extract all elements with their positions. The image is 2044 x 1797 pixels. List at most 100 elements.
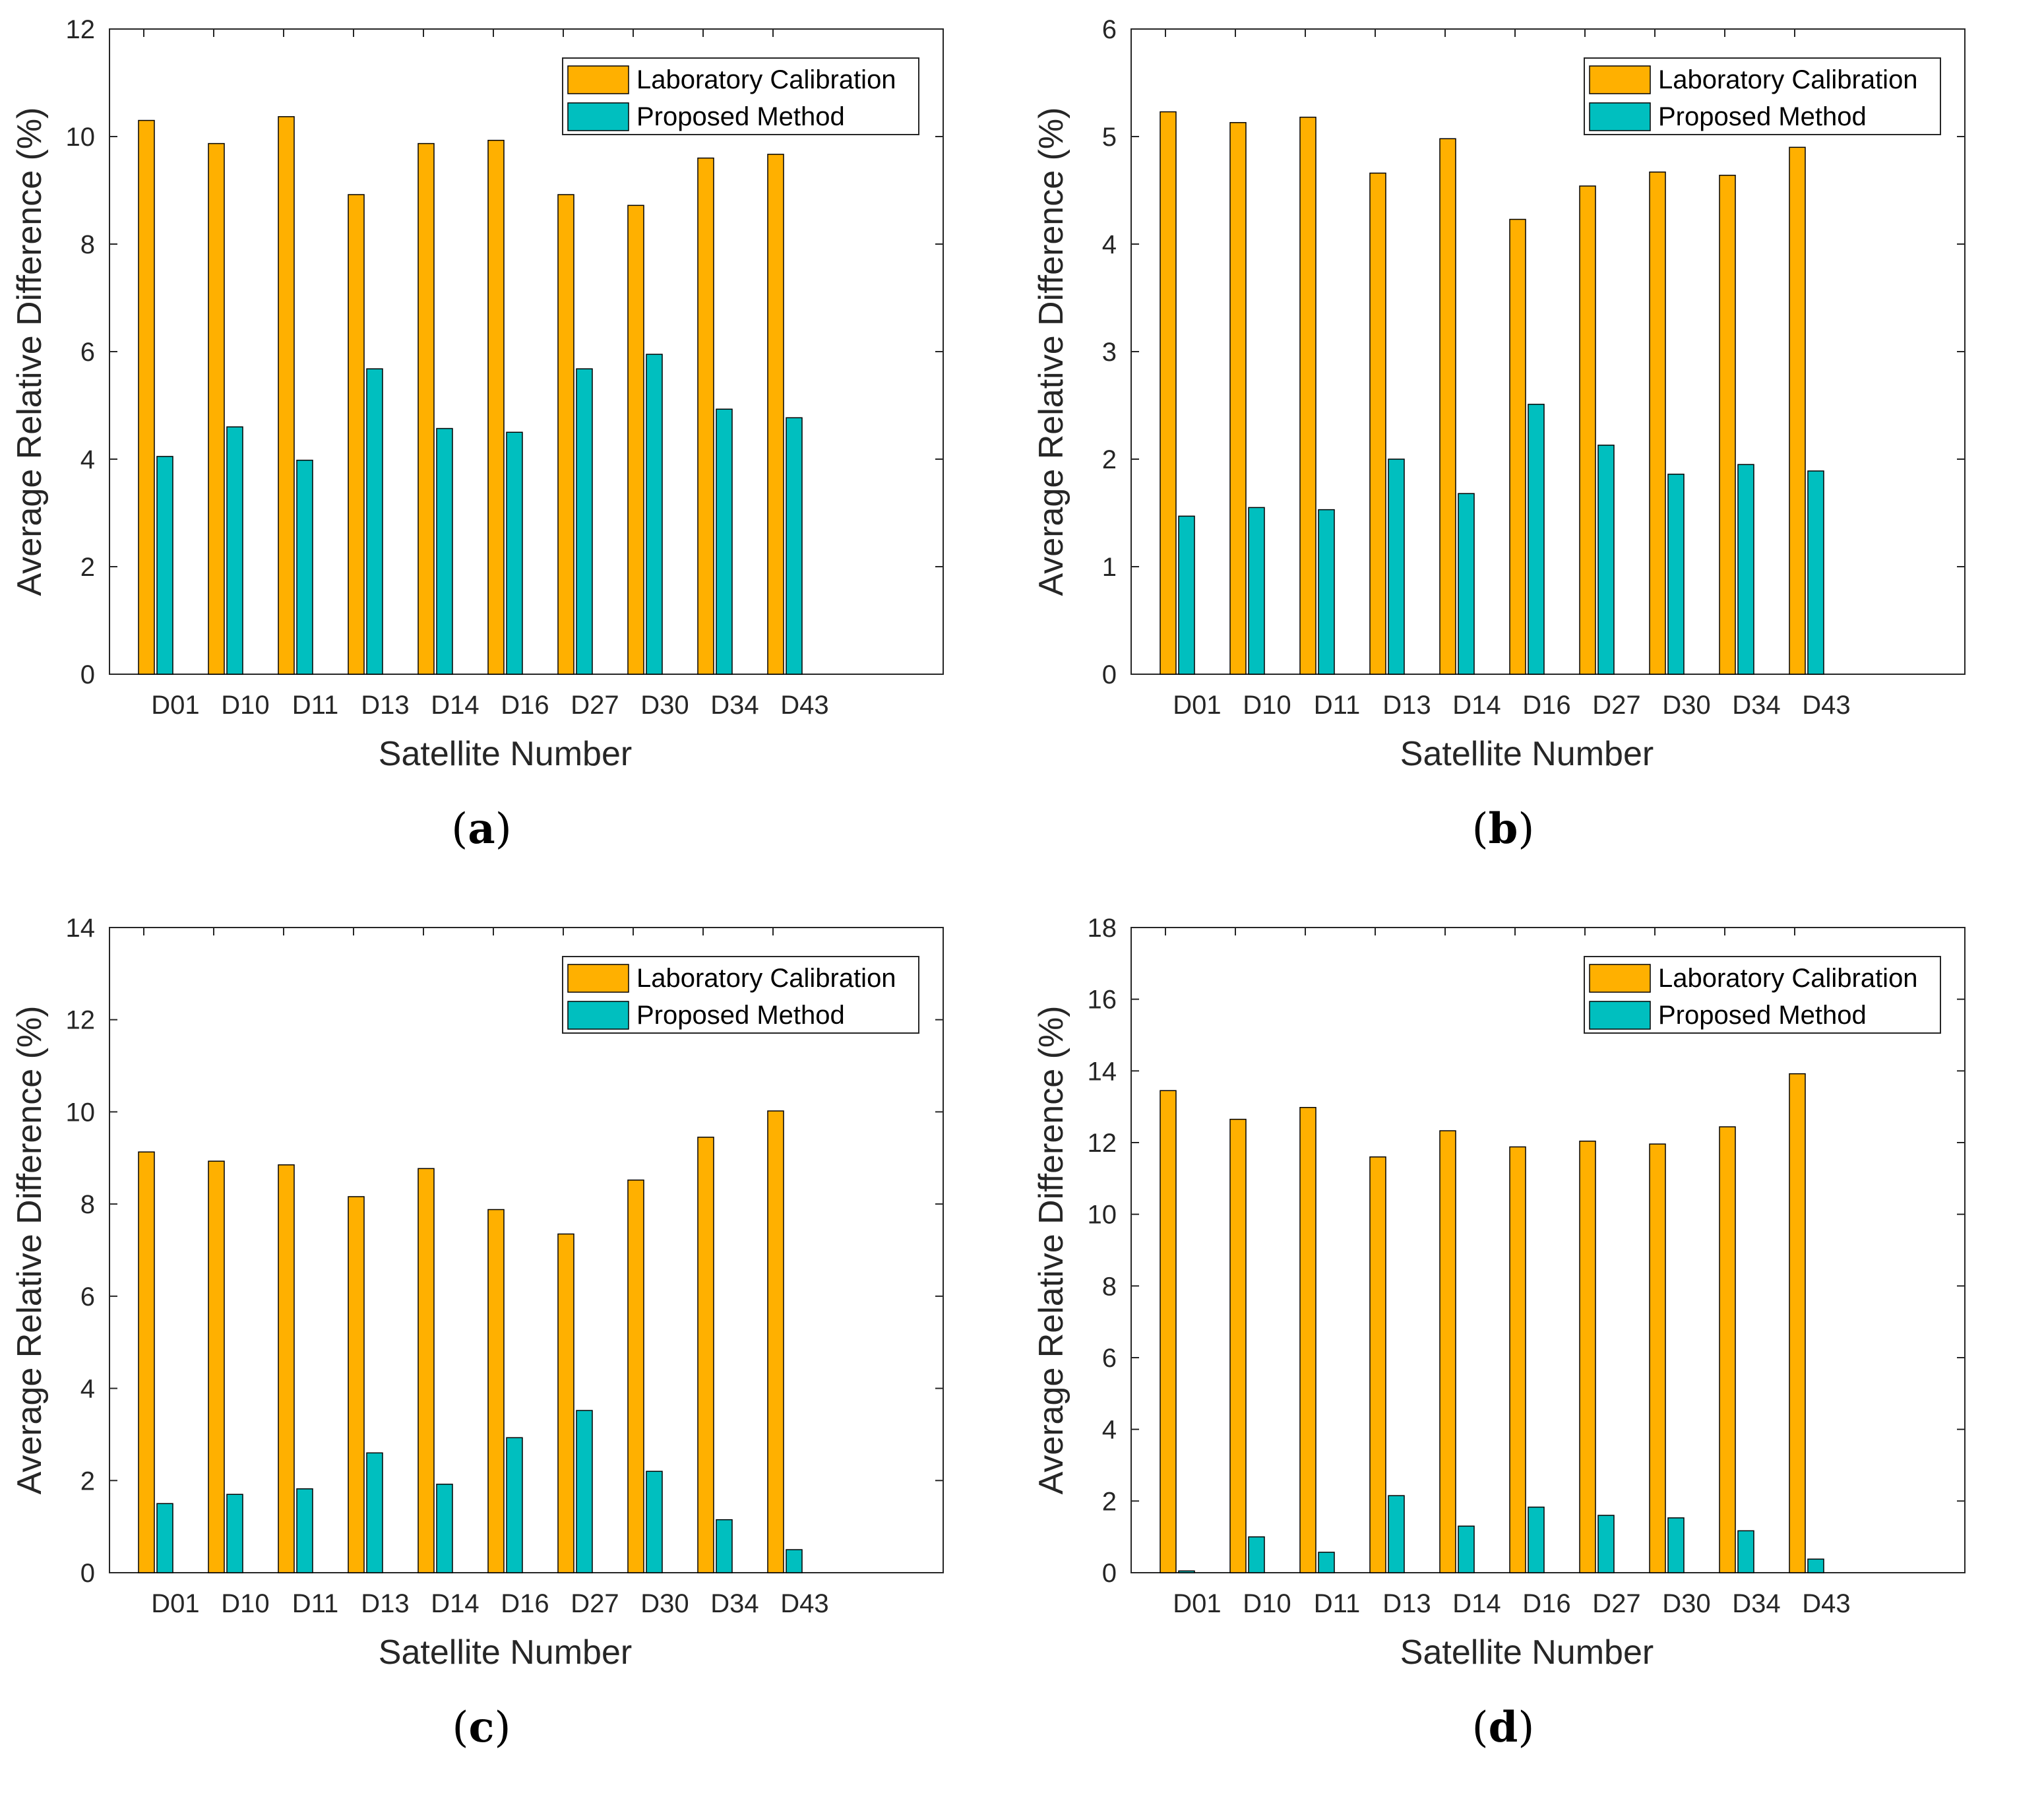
y-tick-label: 5 bbox=[1102, 123, 1117, 152]
x-tick-label: D43 bbox=[780, 1589, 828, 1618]
legend-entry-label: Proposed Method bbox=[1658, 102, 1867, 131]
bar-laboratory-calibration bbox=[138, 119, 155, 675]
bar-proposed-method bbox=[156, 1503, 173, 1573]
bar-laboratory-calibration bbox=[1509, 1146, 1526, 1573]
panel-letter: b bbox=[1489, 804, 1518, 854]
panel-letter: d bbox=[1489, 1703, 1518, 1752]
legend: Laboratory Calibration Proposed Method bbox=[562, 956, 919, 1034]
x-tick-label: D11 bbox=[1314, 691, 1360, 720]
bar-laboratory-calibration bbox=[1719, 1126, 1736, 1573]
legend-swatch bbox=[567, 102, 629, 131]
bar-laboratory-calibration bbox=[1299, 116, 1316, 675]
x-axis-label: Satellite Number bbox=[379, 735, 632, 773]
x-tick-label: D11 bbox=[292, 1589, 338, 1618]
y-tick-label: 1 bbox=[1102, 553, 1117, 582]
bar-laboratory-calibration bbox=[697, 1137, 714, 1573]
legend-swatch bbox=[1589, 1001, 1651, 1030]
bar-proposed-method bbox=[366, 368, 383, 675]
bar-proposed-method bbox=[1737, 464, 1754, 675]
y-axis-label: Average Relative Difference (%) bbox=[1032, 108, 1070, 596]
y-tick-label: 4 bbox=[1102, 1416, 1117, 1445]
bar-proposed-method bbox=[646, 1470, 663, 1573]
x-tick-label: D10 bbox=[221, 1589, 269, 1618]
bar-chart-b: 0 1 2 3 4 5 6 D01 D10 D11 D13 D14 D16 D27 D30 D34 D43 Sat… bbox=[1032, 15, 1966, 854]
y-tick-label: 12 bbox=[1088, 1129, 1117, 1158]
x-tick-label: D30 bbox=[640, 691, 689, 720]
bar-proposed-method bbox=[1318, 1552, 1335, 1573]
legend: Laboratory Calibration Proposed Method bbox=[562, 57, 919, 135]
panel-label: (c) bbox=[452, 1703, 511, 1752]
y-tick-label: 6 bbox=[80, 1282, 95, 1311]
x-tick-label: D13 bbox=[361, 691, 409, 720]
bar-laboratory-calibration bbox=[1160, 111, 1177, 675]
bar-laboratory-calibration bbox=[1719, 174, 1736, 675]
x-tick-label: D13 bbox=[1382, 691, 1431, 720]
bar-laboratory-calibration bbox=[348, 1196, 365, 1573]
bar-chart-a: 0 2 4 6 8 10 12 D01 D10 D11 D13 D14 D16 D27 D30 D34 D43 S… bbox=[11, 15, 944, 854]
bar-laboratory-calibration bbox=[1229, 122, 1247, 675]
legend-swatch bbox=[567, 1001, 629, 1030]
y-tick-label: 0 bbox=[80, 660, 95, 689]
bar-proposed-method bbox=[1597, 1515, 1615, 1573]
y-tick-label: 10 bbox=[1088, 1201, 1117, 1230]
x-tick-label: D13 bbox=[361, 1589, 409, 1618]
plot-area bbox=[1130, 28, 1966, 675]
bar-proposed-method bbox=[1528, 404, 1545, 675]
x-tick-label: D16 bbox=[501, 691, 549, 720]
legend-swatch bbox=[567, 964, 629, 993]
bar-laboratory-calibration bbox=[418, 142, 435, 675]
y-tick-label: 12 bbox=[66, 15, 96, 44]
bar-laboratory-calibration bbox=[1789, 1073, 1806, 1573]
bar-laboratory-calibration bbox=[1439, 138, 1456, 675]
y-tick-label: 0 bbox=[1102, 1559, 1117, 1588]
bar-laboratory-calibration bbox=[1509, 218, 1526, 675]
bar-laboratory-calibration bbox=[208, 142, 225, 675]
y-tick-label: 14 bbox=[66, 914, 96, 943]
x-tick-label: D11 bbox=[292, 691, 338, 720]
x-tick-label: D14 bbox=[431, 691, 479, 720]
legend-swatch bbox=[567, 65, 629, 94]
legend-entry-label: Proposed Method bbox=[1658, 1001, 1867, 1030]
bar-proposed-method bbox=[1318, 509, 1335, 675]
bar-proposed-method bbox=[226, 1494, 243, 1573]
bar-proposed-method bbox=[1458, 493, 1475, 675]
legend-swatch bbox=[1589, 102, 1651, 131]
bar-laboratory-calibration bbox=[1649, 1143, 1666, 1573]
x-tick-label: D27 bbox=[1592, 1589, 1640, 1618]
legend-entry-label: Proposed Method bbox=[636, 102, 845, 131]
y-tick-label: 2 bbox=[1102, 445, 1117, 474]
y-tick-label: 3 bbox=[1102, 338, 1117, 367]
bar-laboratory-calibration bbox=[1649, 172, 1666, 675]
bar-laboratory-calibration bbox=[278, 1164, 295, 1573]
y-tick-label: 12 bbox=[66, 1006, 96, 1035]
bar-laboratory-calibration bbox=[557, 194, 574, 675]
bar-laboratory-calibration bbox=[1299, 1107, 1316, 1573]
y-tick-label: 10 bbox=[66, 123, 96, 152]
bar-chart-c: 0 2 4 6 8 10 12 14 D01 D10 D11 D13 D14 D16 D27 D30 D34 D4… bbox=[11, 914, 944, 1752]
bar-laboratory-calibration bbox=[487, 1209, 505, 1573]
y-axis-label: Average Relative Difference (%) bbox=[1032, 1006, 1070, 1495]
plot-area bbox=[109, 28, 944, 675]
plot-area bbox=[1130, 927, 1966, 1573]
bar-proposed-method bbox=[366, 1452, 383, 1573]
x-tick-label: D43 bbox=[1802, 1589, 1850, 1618]
bar-proposed-method bbox=[646, 354, 663, 675]
bar-laboratory-calibration bbox=[1579, 185, 1596, 675]
x-tick-label: D10 bbox=[221, 691, 269, 720]
y-tick-label: 18 bbox=[1088, 914, 1117, 943]
y-tick-label: 6 bbox=[1102, 15, 1117, 44]
legend-swatch bbox=[1589, 964, 1651, 993]
bar-proposed-method bbox=[1248, 507, 1265, 675]
bar-proposed-method bbox=[1597, 445, 1615, 675]
bar-proposed-method bbox=[1388, 1495, 1405, 1573]
bar-proposed-method bbox=[716, 408, 733, 675]
panel-label: (d) bbox=[1472, 1703, 1535, 1752]
y-axis-label: Average Relative Difference (%) bbox=[11, 1006, 49, 1495]
bar-laboratory-calibration bbox=[1160, 1090, 1177, 1573]
bar-proposed-method bbox=[786, 417, 803, 675]
y-tick-label: 4 bbox=[80, 445, 95, 474]
y-axis-label: Average Relative Difference (%) bbox=[11, 108, 49, 596]
x-tick-label: D16 bbox=[1522, 691, 1570, 720]
legend-entry-label: Laboratory Calibration bbox=[1658, 65, 1918, 94]
bar-laboratory-calibration bbox=[487, 139, 505, 675]
